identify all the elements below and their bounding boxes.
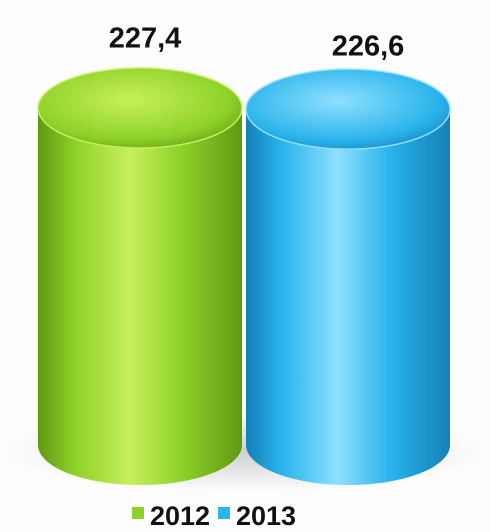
bar-top-cap-2013 [245,68,451,150]
bar-top-cap-2012 [37,67,243,149]
bar-2013 [246,109,450,485]
bar-2012 [38,108,242,485]
legend-swatch-2013 [218,507,230,519]
legend-label-2012: 2012 [150,501,210,531]
data-labels-layer: 227,4 226,6 [109,23,405,63]
data-label-2012: 227,4 [109,23,182,55]
legend-swatch-2012 [132,507,144,519]
legend: 2012 2013 [132,501,296,531]
legend-label-2013: 2013 [236,501,296,531]
legend-item-2013: 2013 [218,501,296,531]
data-label-2013: 226,6 [332,31,405,63]
legend-item-2012: 2012 [132,501,210,531]
bars-layer [5,67,485,492]
